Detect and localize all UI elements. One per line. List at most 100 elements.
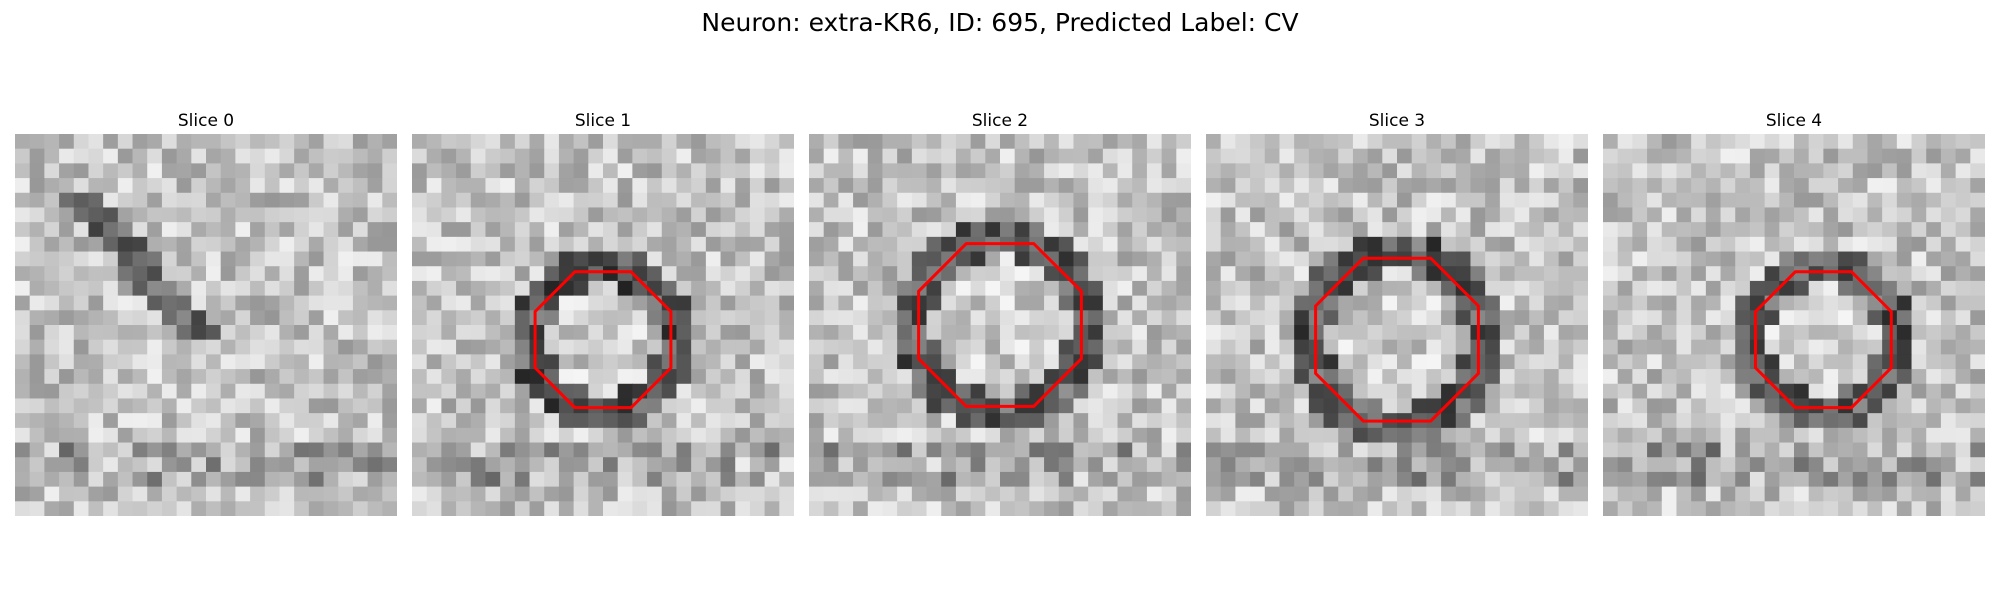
pixel [1882,471,1898,488]
pixel [661,427,678,444]
pixel [617,383,633,400]
pixel [117,207,134,223]
pixel [897,398,913,414]
pixel [456,398,472,414]
pixel [1823,427,1839,444]
pixel [558,280,575,297]
pixel [29,413,45,429]
pixel [1676,383,1692,400]
pixel [147,442,163,458]
pixel [1294,413,1310,429]
pixel [735,207,751,223]
pixel [88,501,104,516]
pixel [1632,383,1648,400]
pixel [1808,427,1824,444]
pixel [1220,413,1236,429]
pixel [279,471,295,488]
pixel [264,266,281,282]
pixel [161,471,178,488]
pixel [1632,148,1648,164]
pixel [1543,192,1560,209]
pixel [1411,471,1427,488]
pixel [1323,383,1339,400]
pixel [529,486,545,502]
pixel [1661,457,1678,473]
pixel [88,471,104,488]
pixel [1029,501,1045,516]
pixel [823,192,839,209]
pixel [882,383,898,400]
pixel [1029,192,1045,209]
pixel [1808,310,1824,326]
pixel [1426,457,1442,473]
pixel [220,354,236,370]
pixel [691,295,707,311]
pixel [1426,398,1442,414]
pixel [603,427,619,444]
pixel [853,354,869,370]
pixel [15,163,31,179]
pixel [441,310,457,326]
pixel [735,457,751,473]
pixel [1632,236,1648,253]
pixel [412,457,428,473]
pixel [147,295,163,311]
pixel [117,398,134,414]
pixel [1911,398,1927,414]
pixel [103,457,119,473]
pixel [1779,192,1795,209]
pixel [1794,486,1810,502]
pixel [426,148,442,164]
pixel [29,192,45,209]
pixel [352,236,369,253]
pixel [1014,383,1030,400]
pixel [1323,339,1339,355]
pixel [485,310,501,326]
pixel [1940,325,1957,341]
pixel [853,163,869,179]
pixel [1940,280,1957,297]
pixel [1029,134,1045,150]
pixel [220,148,236,164]
pixel [603,486,619,502]
pixel [926,369,942,385]
pixel [1470,398,1486,414]
pixel [352,501,369,516]
pixel [441,486,457,502]
pixel [1749,280,1766,297]
pixel [176,413,192,429]
pixel [44,295,60,311]
pixel [1543,398,1560,414]
pixel [1691,266,1707,282]
pixel [147,325,163,341]
pixel [1206,192,1222,209]
pixel [1029,251,1045,267]
pixel [1029,369,1045,385]
pixel [1132,383,1148,400]
pixel [1838,251,1854,267]
pixel [44,442,60,458]
pixel [1161,163,1177,179]
pixel [617,442,633,458]
pixel [279,398,295,414]
pixel [514,295,531,311]
pixel [1558,442,1574,458]
pixel [1146,134,1163,150]
pixel [73,486,90,502]
pixel [485,280,501,297]
pixel [117,295,134,311]
pixel [206,413,222,429]
pixel [897,207,913,223]
pixel [132,339,148,355]
pixel [1749,442,1766,458]
pixel [294,236,310,253]
pixel [1367,148,1383,164]
pixel [1294,222,1310,238]
pixel [1220,501,1236,516]
pixel [1206,207,1222,223]
pixel [867,398,884,414]
pixel [1073,457,1089,473]
pixel [558,501,575,516]
pixel [1838,383,1854,400]
pixel [250,442,266,458]
